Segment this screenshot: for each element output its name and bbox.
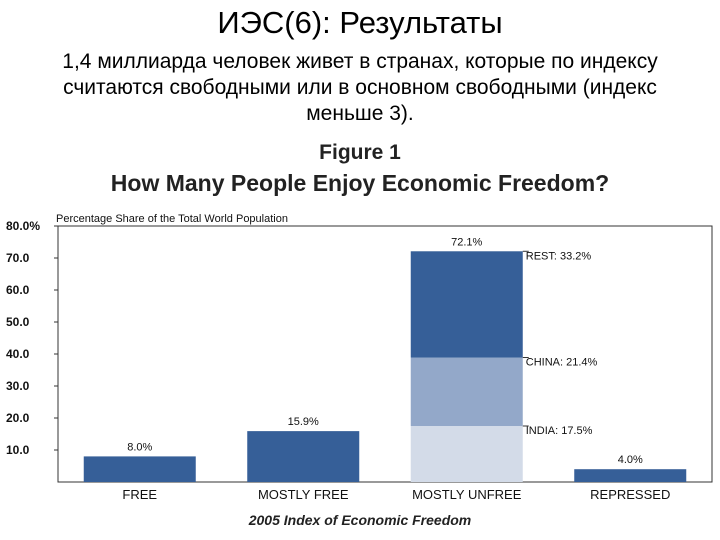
figure-number: Figure 1 — [319, 141, 401, 164]
chart-source: 2005 Index of Economic Freedom — [248, 512, 472, 528]
plot-frame — [57, 225, 713, 483]
y-tick-label: 60.0 — [6, 283, 30, 297]
figure-title: How Many People Enjoy Economic Freedom? — [110, 170, 610, 196]
bar-value-label: 4.0% — [618, 454, 643, 466]
x-tick-label: MOSTLY UNFREE — [412, 487, 522, 502]
x-tick-label: FREE — [122, 487, 157, 502]
bar-segment-rest — [410, 251, 523, 358]
slide-subtitle: 1,4 миллиарда человек живет в странах, к… — [62, 50, 658, 125]
segment-label-rest: REST: 33.2% — [526, 250, 592, 262]
segment-label-india: INDIA: 17.5% — [526, 425, 593, 437]
slide-title: ИЭС(6): Результаты — [217, 5, 503, 40]
y-tick-label: 20.0 — [6, 411, 30, 425]
bar-value-label: 15.9% — [288, 416, 319, 428]
x-tick-label: REPRESSED — [590, 487, 670, 502]
y-tick-label: 30.0 — [6, 379, 30, 393]
x-tick-label: MOSTLY FREE — [258, 487, 349, 502]
y-tick-label: 10.0 — [6, 443, 30, 457]
y-tick-label: 50.0 — [6, 315, 30, 329]
y-tick-label: 40.0 — [6, 347, 30, 361]
y-tick-label: 80.0% — [6, 219, 40, 233]
bar — [574, 469, 687, 482]
bar-segment-india — [410, 426, 523, 482]
y-axis-title: Percentage Share of the Total World Popu… — [56, 213, 288, 225]
bar-value-label: 72.1% — [451, 236, 482, 248]
bar — [83, 456, 196, 482]
y-tick-label: 70.0 — [6, 251, 30, 265]
bar — [247, 431, 360, 482]
bar-segment-china — [410, 357, 523, 426]
segment-label-china: CHINA: 21.4% — [526, 357, 598, 369]
bar-value-label: 8.0% — [127, 441, 152, 453]
